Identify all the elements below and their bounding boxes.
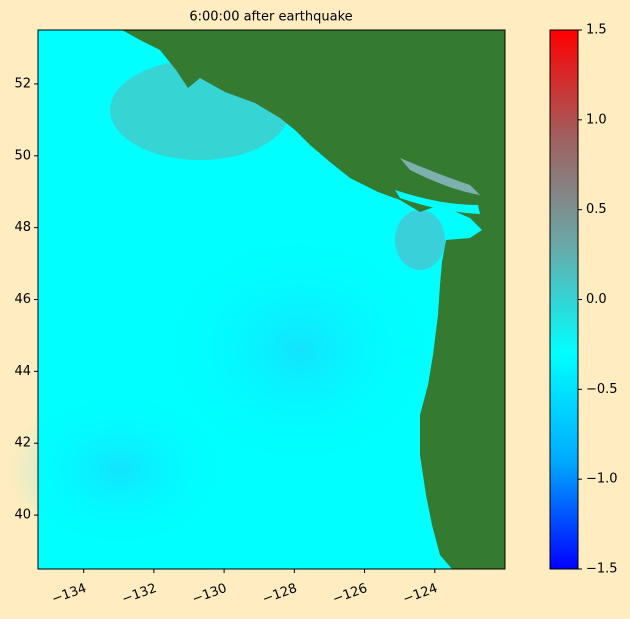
strait-water [400, 158, 480, 195]
colorbar-tick-label: −1.5 [586, 562, 618, 577]
x-tick-label: −132 [120, 581, 159, 607]
x-tick-label: −134 [50, 581, 89, 607]
y-tick-label: 42 [14, 436, 31, 451]
colorbar [549, 29, 579, 570]
x-tick-label: −128 [260, 581, 299, 607]
y-tick-label: 50 [14, 148, 31, 163]
y-tick-label: 40 [14, 508, 31, 523]
y-tick-label: 44 [14, 364, 31, 379]
x-tick-label: −124 [401, 581, 440, 607]
y-tick-label: 46 [14, 292, 31, 307]
wave-field [160, 230, 440, 470]
colorbar-tick-label: 1.5 [586, 23, 607, 38]
x-tick-label: −126 [331, 581, 370, 607]
colorbar-tick-label: 0.0 [586, 292, 607, 307]
colorbar-tick-label: −1.0 [586, 472, 618, 487]
wave-field [10, 390, 230, 550]
wave-field [395, 210, 445, 270]
colorbar-tick-label: −0.5 [586, 382, 618, 397]
colorbar-tick-label: 0.5 [586, 202, 607, 217]
strait-water [395, 190, 480, 214]
y-tick-label: 52 [14, 76, 31, 91]
colorbar-tick-label: 1.0 [586, 112, 607, 127]
y-tick-label: 48 [14, 220, 31, 235]
chart-title: 6:00:00 after earthquake [189, 10, 352, 25]
x-tick-label: −130 [190, 581, 229, 607]
